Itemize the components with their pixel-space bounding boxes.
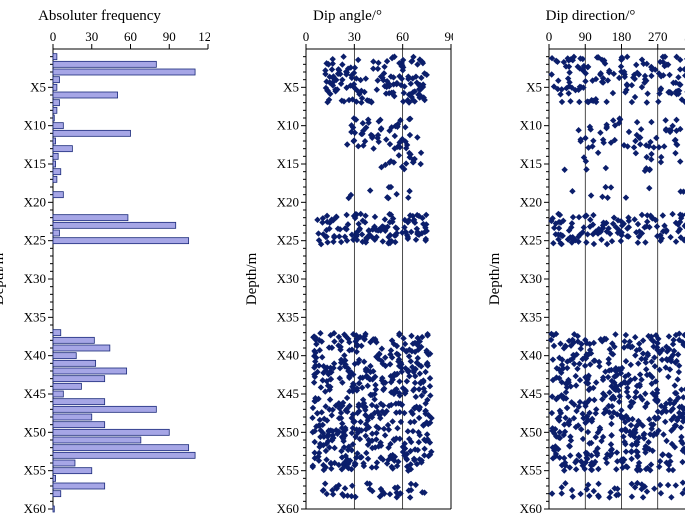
svg-text:X35: X35 [277,309,299,324]
svg-text:X50: X50 [24,424,46,439]
svg-text:X25: X25 [520,233,542,248]
svg-text:X45: X45 [520,386,542,401]
svg-text:X45: X45 [277,386,299,401]
panel-dip: Dip angle/° X5X10X15X20X25X30X35X40X45X5… [242,8,453,513]
svg-text:X25: X25 [277,233,299,248]
dip-title: Dip angle/° [313,8,382,25]
svg-text:X20: X20 [24,194,46,209]
svg-text:X10: X10 [277,118,299,133]
svg-text:X30: X30 [24,271,46,286]
svg-text:90: 90 [163,29,176,44]
svg-text:X20: X20 [277,194,299,209]
svg-text:Depth/m: Depth/m [0,252,7,305]
svg-text:0: 0 [303,29,310,44]
svg-text:X30: X30 [520,271,542,286]
svg-text:60: 60 [124,29,137,44]
svg-text:X40: X40 [520,348,542,363]
svg-text:X5: X5 [30,79,46,94]
svg-text:X55: X55 [520,463,542,478]
svg-text:X40: X40 [277,348,299,363]
panel-dir: Dip direction/° X5X10X15X20X25X30X35X40X… [485,8,685,513]
svg-text:X40: X40 [24,348,46,363]
svg-text:Depth/m: Depth/m [244,252,260,305]
svg-text:270: 270 [648,29,668,44]
svg-text:X10: X10 [520,118,542,133]
svg-text:30: 30 [348,29,361,44]
svg-text:X15: X15 [24,156,46,171]
svg-text:X60: X60 [520,501,542,513]
svg-text:0: 0 [546,29,553,44]
svg-text:Depth/m: Depth/m [487,252,503,305]
svg-text:X35: X35 [520,309,542,324]
panels-row: Absoluter frequency X5 X10 X15 X20 X25 X30 X35… [8,8,677,513]
svg-text:90: 90 [445,29,454,44]
svg-text:60: 60 [396,29,409,44]
svg-text:X15: X15 [520,156,542,171]
svg-text:180: 180 [612,29,632,44]
bar-title: Absoluter frequency [38,8,161,25]
svg-text:X20: X20 [520,194,542,209]
panel-bar: Absoluter frequency X5 X10 X15 X20 X25 X30 X35… [0,8,210,513]
svg-text:X5: X5 [283,79,299,94]
svg-text:X60: X60 [24,501,46,513]
svg-text:X45: X45 [24,386,46,401]
svg-text:X50: X50 [277,424,299,439]
svg-text:X55: X55 [277,463,299,478]
svg-text:X25: X25 [24,233,46,248]
bar-svg: X5 X10 X15 X20 X25 X30 X35 X40 X45 X50 X55 X60 Depth… [0,27,210,513]
svg-text:90: 90 [579,29,592,44]
svg-text:0: 0 [50,29,57,44]
dir-title: Dip direction/° [546,8,636,25]
svg-text:X55: X55 [24,463,46,478]
svg-text:X10: X10 [24,118,46,133]
svg-text:X5: X5 [526,79,542,94]
svg-text:X60: X60 [277,501,299,513]
dir-svg: X5 X10 X15 X20 X25 X30 X35 X40 X45 X50 X55 X60 Depth… [485,27,685,513]
svg-text:X15: X15 [277,156,299,171]
svg-text:30: 30 [85,29,98,44]
svg-text:120: 120 [198,29,210,44]
svg-text:X30: X30 [277,271,299,286]
dip-svg: X5 X10 X15 X20 X25 X30 X35 X40 X45 X50 X55 X60 Depth… [242,27,453,513]
svg-text:X50: X50 [520,424,542,439]
svg-text:X35: X35 [24,309,46,324]
